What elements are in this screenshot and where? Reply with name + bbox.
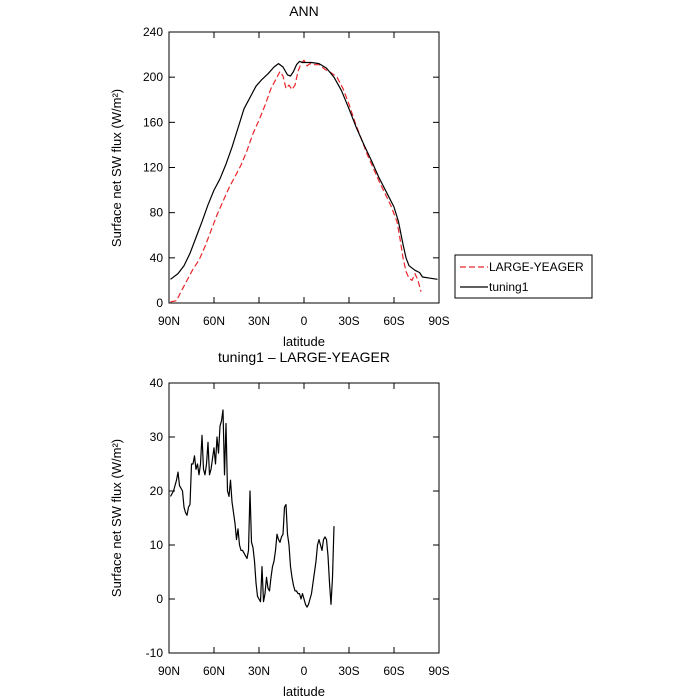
- top-panel-x-tick-label: 60S: [383, 314, 404, 328]
- bottom-panel-y-tick-label: 0: [156, 592, 163, 606]
- top-panel-y-tick-label: 160: [143, 115, 163, 129]
- bottom-panel-x-tick-label: 90N: [158, 664, 180, 678]
- bottom-panel-y-axis-label: Surface net SW flux (W/m²): [109, 439, 124, 597]
- top-panel-y-tick-label: 80: [150, 206, 164, 220]
- top-panel-x-tick-label: 60N: [203, 314, 225, 328]
- top-panel-x-tick-label: 30S: [338, 314, 359, 328]
- legend-label-tuning1: tuning1: [489, 280, 529, 294]
- bottom-panel-title: tuning1 – LARGE-YEAGER: [218, 349, 390, 365]
- legend-label-large-yeager: LARGE-YEAGER: [489, 260, 584, 274]
- legend: LARGE-YEAGER tuning1: [454, 254, 593, 299]
- bottom-panel-x-tick-label: 60S: [383, 664, 404, 678]
- top-panel-y-tick-label: 40: [150, 251, 164, 265]
- bottom-panel-y-tick-label: 20: [150, 484, 164, 498]
- top-panel-x-tick-label: 90N: [158, 314, 180, 328]
- top-panel-plot-frame: [168, 31, 440, 304]
- bottom-panel-y-tick-label: 10: [150, 538, 164, 552]
- bottom-panel-x-tick-label: 30N: [248, 664, 270, 678]
- bottom-panel-y-tick-label: 30: [150, 430, 164, 444]
- bottom-panel-plot-frame: [168, 382, 440, 654]
- bottom-panel-x-tick-label: 30S: [338, 664, 359, 678]
- top-panel-y-tick-label: 200: [143, 70, 163, 84]
- top-panel-x-tick-label: 0: [301, 314, 308, 328]
- top-panel-x-tick-label: 30N: [248, 314, 270, 328]
- top-panel: ANN 0 40 80 120 160 200 240 90N 60N 30N 0 30S 60S 90…: [109, 3, 450, 349]
- top-panel-title: ANN: [289, 3, 319, 19]
- bottom-panel: tuning1 – LARGE-YEAGER -10 0 10 20 30 40 90N 6…: [109, 349, 450, 699]
- legend-box: [454, 254, 593, 299]
- top-panel-series-line-tuning1: [170, 60, 438, 280]
- top-panel-x-axis-label: latitude: [283, 334, 325, 349]
- top-panel-y-tick-label: 0: [156, 296, 163, 310]
- bottom-panel-x-tick-label: 60N: [203, 664, 225, 678]
- bottom-panel-y-tick-label: 40: [150, 376, 164, 390]
- bottom-panel-x-tick-label: 0: [301, 664, 308, 678]
- top-panel-y-tick-label: 240: [143, 25, 163, 39]
- bottom-panel-y-tick-label: -10: [146, 646, 164, 660]
- top-panel-y-tick-label: 120: [143, 161, 163, 175]
- top-panel-series-line-large-yeager: [170, 59, 422, 303]
- bottom-panel-series-line-0: [169, 409, 335, 608]
- top-panel-y-axis-label: Surface net SW flux (W/m²): [109, 89, 124, 247]
- bottom-panel-x-tick-label: 90S: [428, 664, 449, 678]
- top-panel-x-tick-label: 90S: [428, 314, 449, 328]
- bottom-panel-x-axis-label: latitude: [283, 684, 325, 699]
